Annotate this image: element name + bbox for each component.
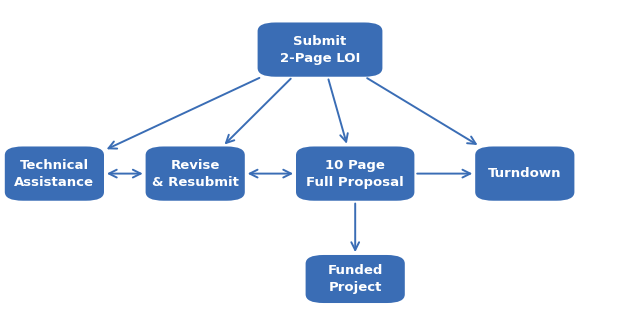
FancyBboxPatch shape [475,146,575,201]
FancyBboxPatch shape [257,23,383,77]
Text: Revise
& Resubmit: Revise & Resubmit [152,159,239,188]
Text: Technical
Assistance: Technical Assistance [15,159,95,188]
Text: Turndown: Turndown [488,167,561,180]
Text: Funded
Project: Funded Project [328,264,383,294]
FancyBboxPatch shape [146,146,244,201]
FancyBboxPatch shape [5,146,104,201]
FancyBboxPatch shape [296,146,415,201]
Text: Submit
2-Page LOI: Submit 2-Page LOI [280,35,360,64]
Text: 10 Page
Full Proposal: 10 Page Full Proposal [307,159,404,188]
FancyBboxPatch shape [306,255,405,303]
